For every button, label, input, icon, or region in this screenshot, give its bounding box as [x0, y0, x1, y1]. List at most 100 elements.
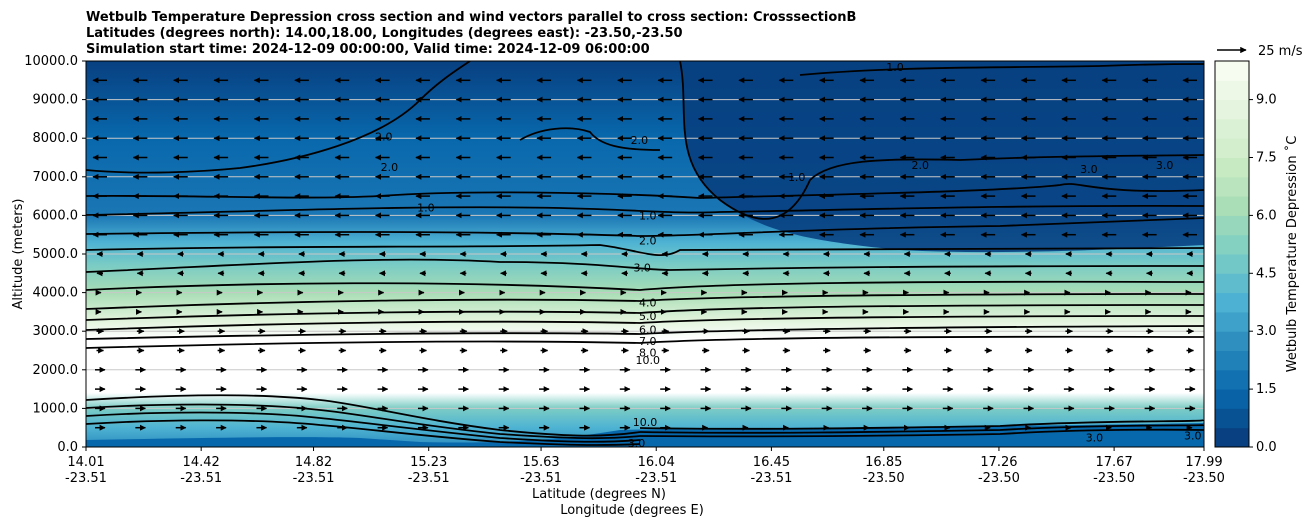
x-tick-label-lat: 16.45: [753, 455, 790, 470]
colorbar-segment: [1215, 408, 1249, 429]
y-tick-label: 1000.0: [33, 401, 79, 416]
contour-label: 2.0: [639, 234, 657, 247]
y-tick-label: 4000.0: [33, 286, 79, 301]
x-tick-label-lon: -23.51: [293, 471, 335, 486]
x-axis-label-lon: Longitude (degrees E): [560, 503, 704, 518]
x-tick-label-lat: 14.42: [183, 455, 220, 470]
x-tick-label-lon: -23.51: [750, 471, 792, 486]
colorbar-tick-label: 4.5: [1256, 266, 1277, 281]
x-tick-label-lat: 17.67: [1096, 455, 1133, 470]
contour-line: [799, 63, 1204, 76]
chart-title-line-3: Simulation start time: 2024-12-09 00:00:…: [86, 42, 650, 57]
contour-line: [519, 127, 661, 151]
x-tick-label-lat: 17.99: [1185, 455, 1222, 470]
contour-label: 5.0: [639, 310, 657, 323]
contour-label: 4.0: [639, 296, 657, 309]
y-axis: 0.0 1000.0 2000.0 3000.0 4000.0 5000.0 6000.0 7…: [24, 54, 86, 455]
contour-line: [86, 335, 1204, 349]
colorbar-segment: [1215, 176, 1249, 197]
x-tick-label-lon: -23.51: [65, 471, 107, 486]
colorbar-segment: [1215, 311, 1249, 332]
colorbar-tick-label: 9.0: [1256, 93, 1277, 108]
x-tick-label-lon: -23.51: [635, 471, 677, 486]
contour-line: [639, 428, 1204, 438]
contour-label: 10.0: [633, 416, 658, 429]
contour-line: [639, 419, 1204, 430]
x-tick-label-lon: -23.50: [1093, 471, 1135, 486]
colorbar-frame: [1214, 60, 1250, 448]
contour-line: [86, 315, 1204, 331]
colorbar-segment: [1215, 61, 1249, 81]
x-tick-label-lat: 14.01: [67, 455, 104, 470]
x-tick-label-lon: -23.50: [1183, 471, 1225, 486]
colorbar-segment: [1215, 292, 1249, 313]
contour-line: [86, 403, 641, 440]
quiver-key-label: 25 m/s: [1258, 44, 1303, 59]
contour-label: 3.0: [628, 437, 646, 450]
colorbar-segment: [1215, 80, 1249, 101]
x-tick-label-lat: 17.26: [980, 455, 1017, 470]
x-tick-label-lon: -23.50: [863, 471, 905, 486]
x-tick-label-lat: 14.82: [295, 455, 332, 470]
colorbar-tick-label: 1.5: [1256, 382, 1277, 397]
colorbar-tick-label: 6.0: [1256, 208, 1277, 223]
contour-label: 3.0: [1156, 159, 1174, 172]
colorbar-segment: [1215, 427, 1249, 448]
y-tick-label: 5000.0: [33, 247, 79, 262]
contour-label: 1.0: [886, 61, 904, 74]
contour-line: [86, 204, 1204, 216]
colorbar-segment: [1215, 118, 1249, 139]
x-tick-label-lat: 16.85: [865, 455, 902, 470]
contour-labels: 1.0 2.0 2.0 2.0 1.0 1.0 2.0 3.0 3.0 1.0 2.0 3.0 4.05…: [375, 61, 1202, 450]
contour-label: 1.0: [417, 202, 435, 215]
x-axis: 14.01-23.5114.42-23.5114.82-23.5115.23-2…: [65, 447, 1225, 486]
x-tick-label-lat: 15.23: [410, 455, 447, 470]
colorbar-segment: [1215, 350, 1249, 371]
colorbar-segment: [1215, 389, 1249, 409]
x-tick-label-lat: 16.04: [638, 455, 675, 470]
contour-line: [86, 61, 471, 174]
y-tick-label: 6000.0: [33, 208, 79, 223]
colorbar-segment: [1215, 254, 1249, 274]
colorbar-segment: [1215, 369, 1249, 390]
colorbar-segment: [1215, 215, 1249, 236]
y-axis-label: Altitude (meters): [11, 199, 26, 310]
chart-title-line-2: Latitudes (degrees north): 14.00,18.00, …: [86, 26, 683, 41]
y-tick-label: 2000.0: [33, 363, 79, 378]
x-tick-label-lon: -23.51: [180, 471, 222, 486]
contour-line: [86, 304, 1204, 321]
grid-lines: [86, 99, 1204, 409]
contour-label: 10.0: [636, 354, 661, 367]
x-tick-label-lon: -23.51: [520, 471, 562, 486]
contour-label: 8.0: [639, 346, 657, 359]
colorbar-tick-label: 7.5: [1256, 151, 1277, 166]
contour-line: [86, 280, 1204, 291]
contour-line: [86, 183, 1204, 199]
colorbar-tick-label: 0.0: [1256, 440, 1277, 455]
colorbar-tick-label: 3.0: [1256, 324, 1277, 339]
contour-line: [86, 394, 641, 437]
plot-area: 1.0 2.0 2.0 2.0 1.0 1.0 2.0 3.0 3.0 1.0 2.0 3.0 4.05…: [86, 61, 1204, 450]
contour-line: [86, 325, 1204, 340]
colorbar-segment: [1215, 99, 1249, 120]
colorbar-segment: [1215, 273, 1249, 294]
contour-label: 3.0: [1184, 429, 1202, 442]
surface-band: [86, 423, 1204, 447]
contour-line: [86, 244, 1204, 257]
y-tick-label: 7000.0: [33, 170, 79, 185]
contour-label: 1.0: [639, 209, 657, 222]
contour-line: [86, 293, 1204, 310]
colorbar-segment: [1215, 234, 1249, 255]
wind-vectors: [92, 77, 1197, 431]
contour-label: 2.0: [381, 161, 399, 174]
x-tick-label-lon: -23.51: [408, 471, 450, 486]
contour-label: 7.0: [639, 335, 657, 348]
contour-label: 3.0: [633, 262, 651, 275]
contour-label: 2.0: [631, 134, 649, 147]
contour-label: 2.0: [912, 159, 930, 172]
y-tick-label: 9000.0: [33, 93, 79, 108]
contour-label: 3.0: [1086, 431, 1104, 444]
chart-title-line-1: Wetbulb Temperature Depression cross sec…: [86, 10, 856, 25]
x-axis-label-lat: Latitude (degrees N): [532, 487, 666, 502]
contour-label: 1.0: [788, 171, 806, 184]
